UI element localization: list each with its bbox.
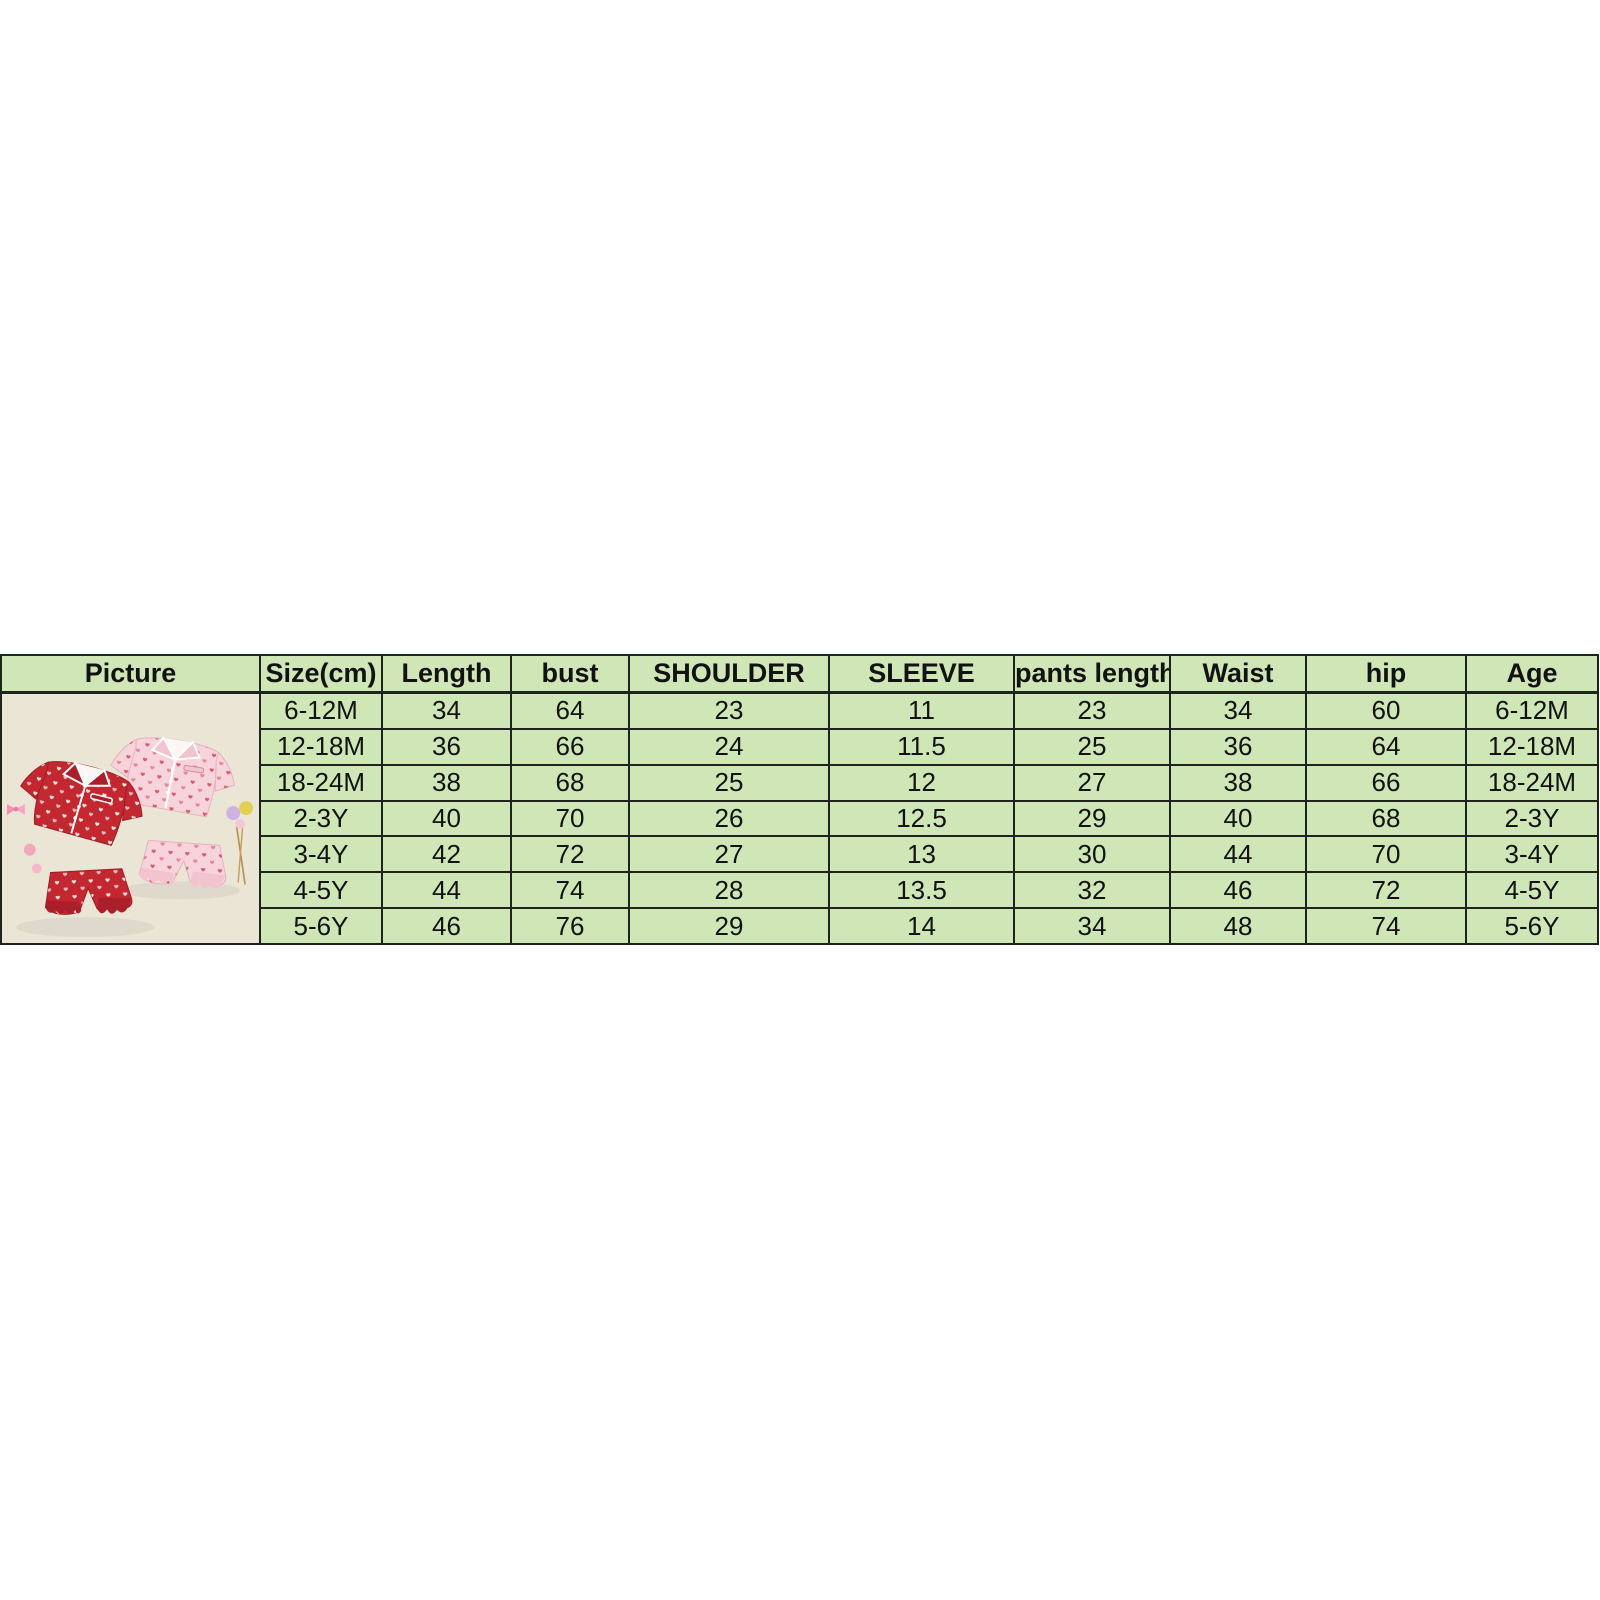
table-cell: 40 xyxy=(1169,799,1307,838)
product-photo-cell xyxy=(0,691,261,945)
table-cell: 29 xyxy=(628,907,830,945)
pink-pajama-set xyxy=(104,729,241,889)
pink-pompom xyxy=(31,863,42,874)
table-cell: 44 xyxy=(381,871,512,910)
table-row: 3-4Y 42 72 27 13 30 44 70 3-4Y xyxy=(1,835,1599,874)
table-cell: 27 xyxy=(628,835,830,874)
table-cell: 38 xyxy=(381,763,512,802)
table-row: 5-6Y 46 76 29 14 34 48 74 5-6Y xyxy=(1,907,1599,945)
column-header-picture: Picture xyxy=(0,654,261,694)
table-cell: 14 xyxy=(828,907,1015,945)
table-cell: 11 xyxy=(828,691,1015,730)
dried-flower-stick xyxy=(226,801,254,885)
table-cell: 70 xyxy=(1305,835,1467,874)
table-cell: 4-5Y xyxy=(1465,871,1599,910)
table-cell: 76 xyxy=(510,907,630,945)
table-cell: 36 xyxy=(1169,727,1307,766)
table-cell: 38 xyxy=(1169,763,1307,802)
table-row: 4-5Y 44 74 28 13.5 32 46 72 4-5Y xyxy=(1,871,1599,910)
table-cell: 26 xyxy=(628,799,830,838)
column-header-sleeve: SLEEVE xyxy=(828,654,1015,694)
table-cell: 25 xyxy=(628,763,830,802)
table-cell: 3-4Y xyxy=(259,835,383,874)
table-cell: 70 xyxy=(510,799,630,838)
table-cell: 72 xyxy=(510,835,630,874)
table-cell: 30 xyxy=(1013,835,1171,874)
column-header-pants-length: pants length xyxy=(1013,654,1171,694)
table-cell: 13.5 xyxy=(828,871,1015,910)
table-row: 18-24M 38 68 25 12 27 38 66 18-24M xyxy=(1,763,1599,802)
column-header-shoulder: SHOULDER xyxy=(628,654,830,694)
table-cell: 28 xyxy=(628,871,830,910)
table-cell: 12 xyxy=(828,763,1015,802)
table-cell: 6-12M xyxy=(1465,691,1599,730)
table-cell: 18-24M xyxy=(1465,763,1599,802)
table-cell: 23 xyxy=(1013,691,1171,730)
table-cell: 3-4Y xyxy=(1465,835,1599,874)
table-cell: 74 xyxy=(510,871,630,910)
table-cell: 34 xyxy=(1013,907,1171,945)
table-cell: 4-5Y xyxy=(259,871,383,910)
table-cell: 27 xyxy=(1013,763,1171,802)
header-row: Picture Size(cm) Length bust SHOULDER SL… xyxy=(0,654,1599,694)
table-cell: 18-24M xyxy=(259,763,383,802)
table-cell: 34 xyxy=(1169,691,1307,730)
table-row: 2-3Y 40 70 26 12.5 29 40 68 2-3Y xyxy=(1,799,1599,838)
size-chart-table: Picture Size(cm) Length bust SHOULDER SL… xyxy=(0,654,1599,945)
table-cell: 66 xyxy=(510,727,630,766)
pink-pompom xyxy=(23,843,36,856)
table-cell: 32 xyxy=(1013,871,1171,910)
table-cell: 11.5 xyxy=(828,727,1015,766)
table-cell: 64 xyxy=(510,691,630,730)
table-cell: 46 xyxy=(381,907,512,945)
table-cell: 6-12M xyxy=(259,691,383,730)
table-cell: 5-6Y xyxy=(259,907,383,945)
column-header-size: Size(cm) xyxy=(259,654,383,694)
column-header-waist: Waist xyxy=(1169,654,1307,694)
table-cell: 48 xyxy=(1169,907,1307,945)
table-cell: 36 xyxy=(381,727,512,766)
column-header-age: Age xyxy=(1465,654,1599,694)
table-cell: 34 xyxy=(381,691,512,730)
table-cell: 72 xyxy=(1305,871,1467,910)
table-row: 6-12M 34 64 23 11 23 34 60 6-12M xyxy=(0,691,1599,945)
table-cell: 60 xyxy=(1305,691,1467,730)
table-cell: 29 xyxy=(1013,799,1171,838)
table-cell: 40 xyxy=(381,799,512,838)
table-cell: 12-18M xyxy=(1465,727,1599,766)
column-header-hip: hip xyxy=(1305,654,1467,694)
column-header-bust: bust xyxy=(510,654,630,694)
table-cell: 2-3Y xyxy=(1465,799,1599,838)
table-cell: 44 xyxy=(1169,835,1307,874)
table-cell: 66 xyxy=(1305,763,1467,802)
table-cell: 24 xyxy=(628,727,830,766)
pajama-sets-photo xyxy=(3,694,257,943)
table-cell: 2-3Y xyxy=(259,799,383,838)
column-header-length: Length xyxy=(381,654,512,694)
table-row: 12-18M 36 66 24 11.5 25 36 64 12-18M xyxy=(1,727,1599,766)
table-cell: 68 xyxy=(510,763,630,802)
table-cell: 12.5 xyxy=(828,799,1015,838)
table-cell: 25 xyxy=(1013,727,1171,766)
table-cell: 12-18M xyxy=(259,727,383,766)
table-cell: 5-6Y xyxy=(1465,907,1599,945)
table-cell: 64 xyxy=(1305,727,1467,766)
table-cell: 74 xyxy=(1305,907,1467,945)
table-cell: 46 xyxy=(1169,871,1307,910)
table-cell: 13 xyxy=(828,835,1015,874)
red-pajama-set xyxy=(11,750,152,916)
table-cell: 68 xyxy=(1305,799,1467,838)
table-cell: 23 xyxy=(628,691,830,730)
bow-clip xyxy=(6,804,25,816)
table-cell: 42 xyxy=(381,835,512,874)
